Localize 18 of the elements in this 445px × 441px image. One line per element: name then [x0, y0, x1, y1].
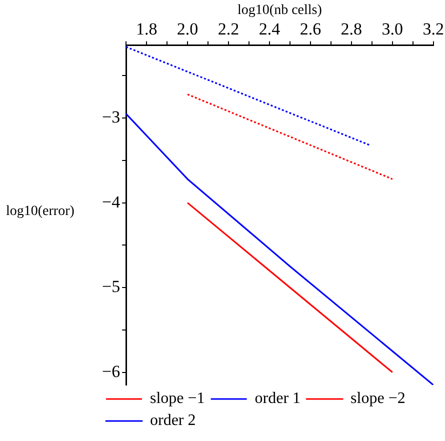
legend-label: slope −2 [350, 390, 406, 408]
x-tick-label: 3.0 [382, 19, 404, 38]
legend-label: order 2 [150, 412, 196, 430]
x-tick-label: 2.8 [340, 19, 362, 38]
y-axis-title: log10(error) [6, 204, 75, 219]
x-axis-title: log10(nb cells) [238, 3, 322, 18]
x-tick-label: 2.4 [258, 19, 281, 38]
x-tick-label: 2.0 [176, 19, 198, 38]
y-tick-label: −5 [102, 277, 120, 296]
x-tick-label: 2.6 [300, 19, 322, 38]
legend-label: slope −1 [150, 390, 205, 408]
x-tick-label: 3.2 [422, 19, 444, 38]
y-tick-label: −4 [102, 192, 121, 212]
y-tick-label: −6 [102, 362, 120, 381]
legend-label: order 1 [254, 390, 301, 408]
x-tick-label: 1.8 [136, 19, 158, 38]
y-tick-label: −3 [102, 108, 120, 127]
x-tick-label: 2.2 [218, 19, 240, 38]
